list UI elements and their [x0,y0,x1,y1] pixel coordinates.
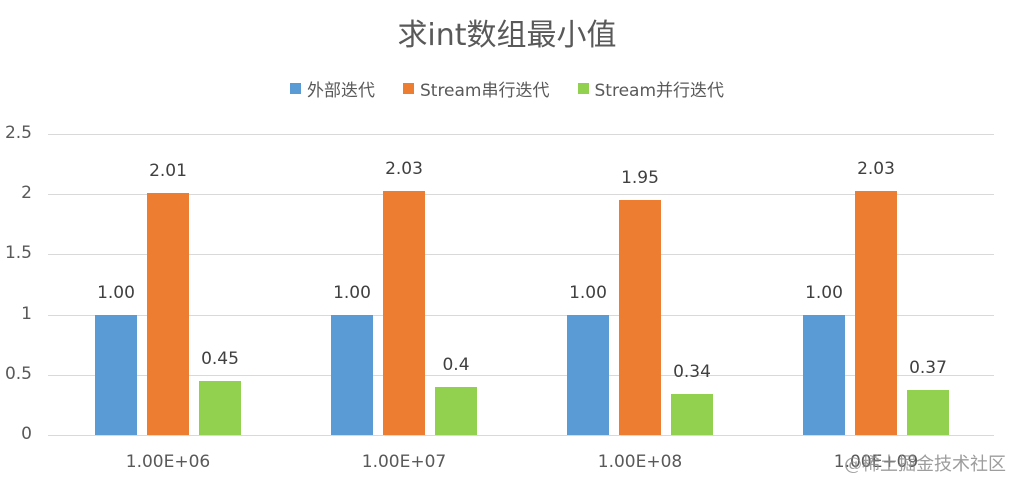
bar [435,387,477,435]
legend-item-stream-serial: Stream串行迭代 [402,76,550,101]
data-label: 2.01 [149,161,187,181]
legend-swatch-icon [402,83,414,94]
legend-swatch-icon [289,83,301,94]
bar [671,394,713,435]
gridline [48,315,994,316]
gridline [48,254,994,255]
data-label: 1.00 [333,283,371,303]
chart-legend: 外部迭代 Stream串行迭代 Stream并行迭代 [0,76,1014,101]
bar [907,390,949,435]
watermark: @稀土掘金技术社区 [844,454,1006,475]
legend-swatch-icon [577,83,589,94]
bar [803,315,845,435]
data-label: 1.00 [569,283,607,303]
data-label: 2.03 [857,159,895,179]
bar [199,381,241,435]
data-label: 0.34 [673,362,711,382]
legend-label: Stream并行迭代 [594,81,725,101]
y-tick-label: 2.5 [4,123,32,143]
y-tick-label: 0 [21,424,32,444]
bar [619,200,661,435]
y-tick-label: 1.5 [4,243,32,263]
y-tick-label: 0.5 [4,364,32,384]
legend-item-stream-parallel: Stream并行迭代 [577,76,725,101]
gridline [48,435,994,436]
x-tick-label: 1.00E+08 [597,452,683,472]
bar [331,315,373,435]
data-label: 2.03 [385,159,423,179]
data-label: 1.95 [621,168,659,188]
gridline [48,375,994,376]
bar [95,315,137,435]
x-tick-label: 1.00E+09 [833,452,919,472]
data-label: 1.00 [805,283,843,303]
y-tick-label: 1 [21,304,32,324]
legend-item-external: 外部迭代 [289,76,375,101]
data-label: 1.00 [97,283,135,303]
bar [855,191,897,435]
x-tick-label: 1.00E+06 [125,452,211,472]
bar [147,193,189,435]
legend-label: 外部迭代 [306,81,375,101]
data-label: 0.37 [909,358,947,378]
legend-label: Stream串行迭代 [419,81,550,101]
bar [567,315,609,435]
chart-title: 求int数组最小值 [397,18,617,53]
data-label: 0.4 [442,355,470,375]
gridline [48,134,994,135]
data-label: 0.45 [201,349,239,369]
x-tick-label: 1.00E+07 [361,452,447,472]
bar [383,191,425,435]
y-tick-label: 2 [21,183,32,203]
gridline [48,194,994,195]
